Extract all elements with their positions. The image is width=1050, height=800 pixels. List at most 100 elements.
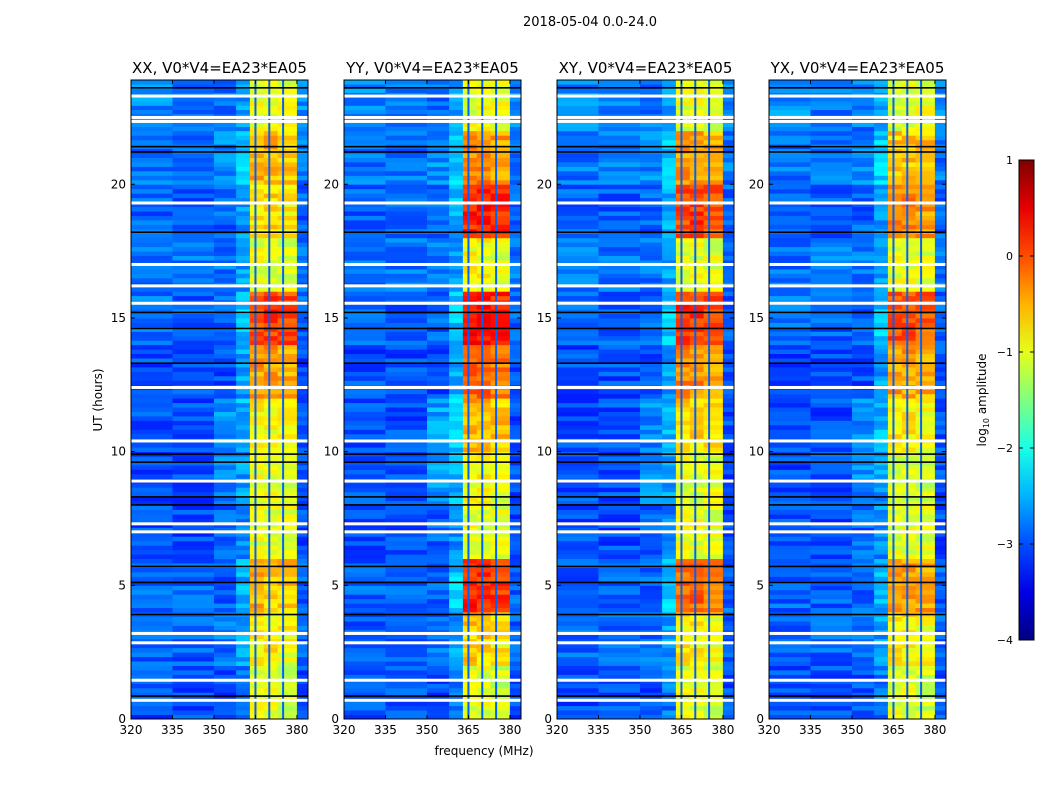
heatmap-cell [852,496,875,502]
heatmap-cell [490,594,511,600]
heatmap-cell [915,291,936,297]
heatmap-cell [296,465,309,470]
heatmap-cell [490,536,511,542]
heatmap-cell [214,362,237,368]
heatmap-cell [722,545,735,551]
colorbar-label: log10 amplitude [975,354,991,447]
heatmap-cell [887,353,903,359]
heatmap-cell [172,88,215,94]
heatmap-cell [675,518,691,524]
heatmap-cell [722,652,735,658]
heatmap-cell [662,411,677,417]
heatmap-cell [249,105,265,110]
heatmap-cell [915,130,936,136]
heatmap-cell [236,353,251,359]
heatmap-cell [901,344,916,350]
heatmap-cell [344,567,386,573]
heatmap-cell [934,447,947,453]
heatmap-cell [476,607,491,613]
heatmap-cell [476,496,491,502]
heatmap-cell [236,175,251,181]
heatmap-cell [689,692,704,698]
heatmap-cell [598,705,641,711]
heatmap-cell [557,549,599,555]
heatmap-cell [490,322,511,328]
heatmap-cell [703,371,724,377]
heatmap-cell [277,277,298,283]
heatmap-cell [901,580,916,586]
heatmap-cell [385,491,428,497]
heatmap-cell [769,286,811,292]
heatmap-cell [852,634,875,640]
heatmap-cell [662,683,677,689]
flagged-row [769,439,946,443]
heatmap-cell [427,233,450,239]
heatmap-cell [934,139,947,145]
heatmap-cell [385,705,428,711]
heatmap-cell [557,589,599,595]
heatmap-cell [662,469,677,475]
heatmap-cell [249,576,265,582]
heatmap-cell [462,580,478,586]
heatmap-cell [901,594,916,600]
heatmap-cell [449,148,464,154]
heatmap-cell [852,109,875,115]
heatmap-cell [214,175,237,181]
heatmap-cell [722,536,735,542]
heatmap-cell [476,101,491,106]
heatmap-cell [689,380,704,386]
heatmap-cell [172,358,215,363]
heatmap-cell [810,318,853,323]
heatmap-cell [296,349,309,354]
heatmap-cell [277,674,298,680]
heatmap-cell [662,416,677,421]
heatmap-cell [385,122,428,127]
heatmap-cell [874,193,889,199]
heatmap-cell [810,367,853,372]
heatmap-cell [249,224,265,230]
heatmap-cell [344,184,386,190]
heatmap-cell [675,309,691,314]
heatmap-cell [131,101,173,106]
heatmap-cell [915,634,936,640]
heatmap-cell [887,527,903,533]
heatmap-cell [703,358,724,363]
heatmap-cell [689,638,704,644]
heatmap-cell [810,402,853,408]
heatmap-cell [689,268,704,274]
heatmap-cell [490,447,511,453]
heatmap-cell [296,558,309,564]
heatmap-cell [385,162,428,167]
heatmap-cell [557,371,599,377]
heatmap-cell [236,665,251,671]
heatmap-cell [263,157,278,163]
heatmap-cell [887,661,903,666]
heatmap-cell [490,237,511,243]
heatmap-cell [277,219,298,225]
heatmap-cell [344,237,386,243]
heatmap-cell [236,268,251,274]
heatmap-cell [277,197,298,203]
heatmap-cell [887,491,903,497]
heatmap-cell [874,411,889,417]
heatmap-cell [490,625,511,631]
heatmap-cell [852,318,875,323]
heatmap-cell [476,340,491,346]
heatmap-cell [296,286,309,292]
heatmap-cell [263,661,278,666]
heatmap-cell [640,527,663,533]
heatmap-cell [852,188,875,194]
heatmap-cell [427,549,450,555]
heatmap-cell [915,496,936,502]
heatmap-cell [662,505,677,510]
heatmap-cell [236,101,251,106]
heatmap-cell [476,313,491,319]
heatmap-cell [810,80,853,85]
y-tick-label: 20 [324,177,339,191]
heatmap-cell [915,331,936,337]
zero-row [344,565,521,568]
heatmap-cell [449,175,464,181]
heatmap-cell [915,465,936,470]
heatmap-cell [901,193,916,199]
